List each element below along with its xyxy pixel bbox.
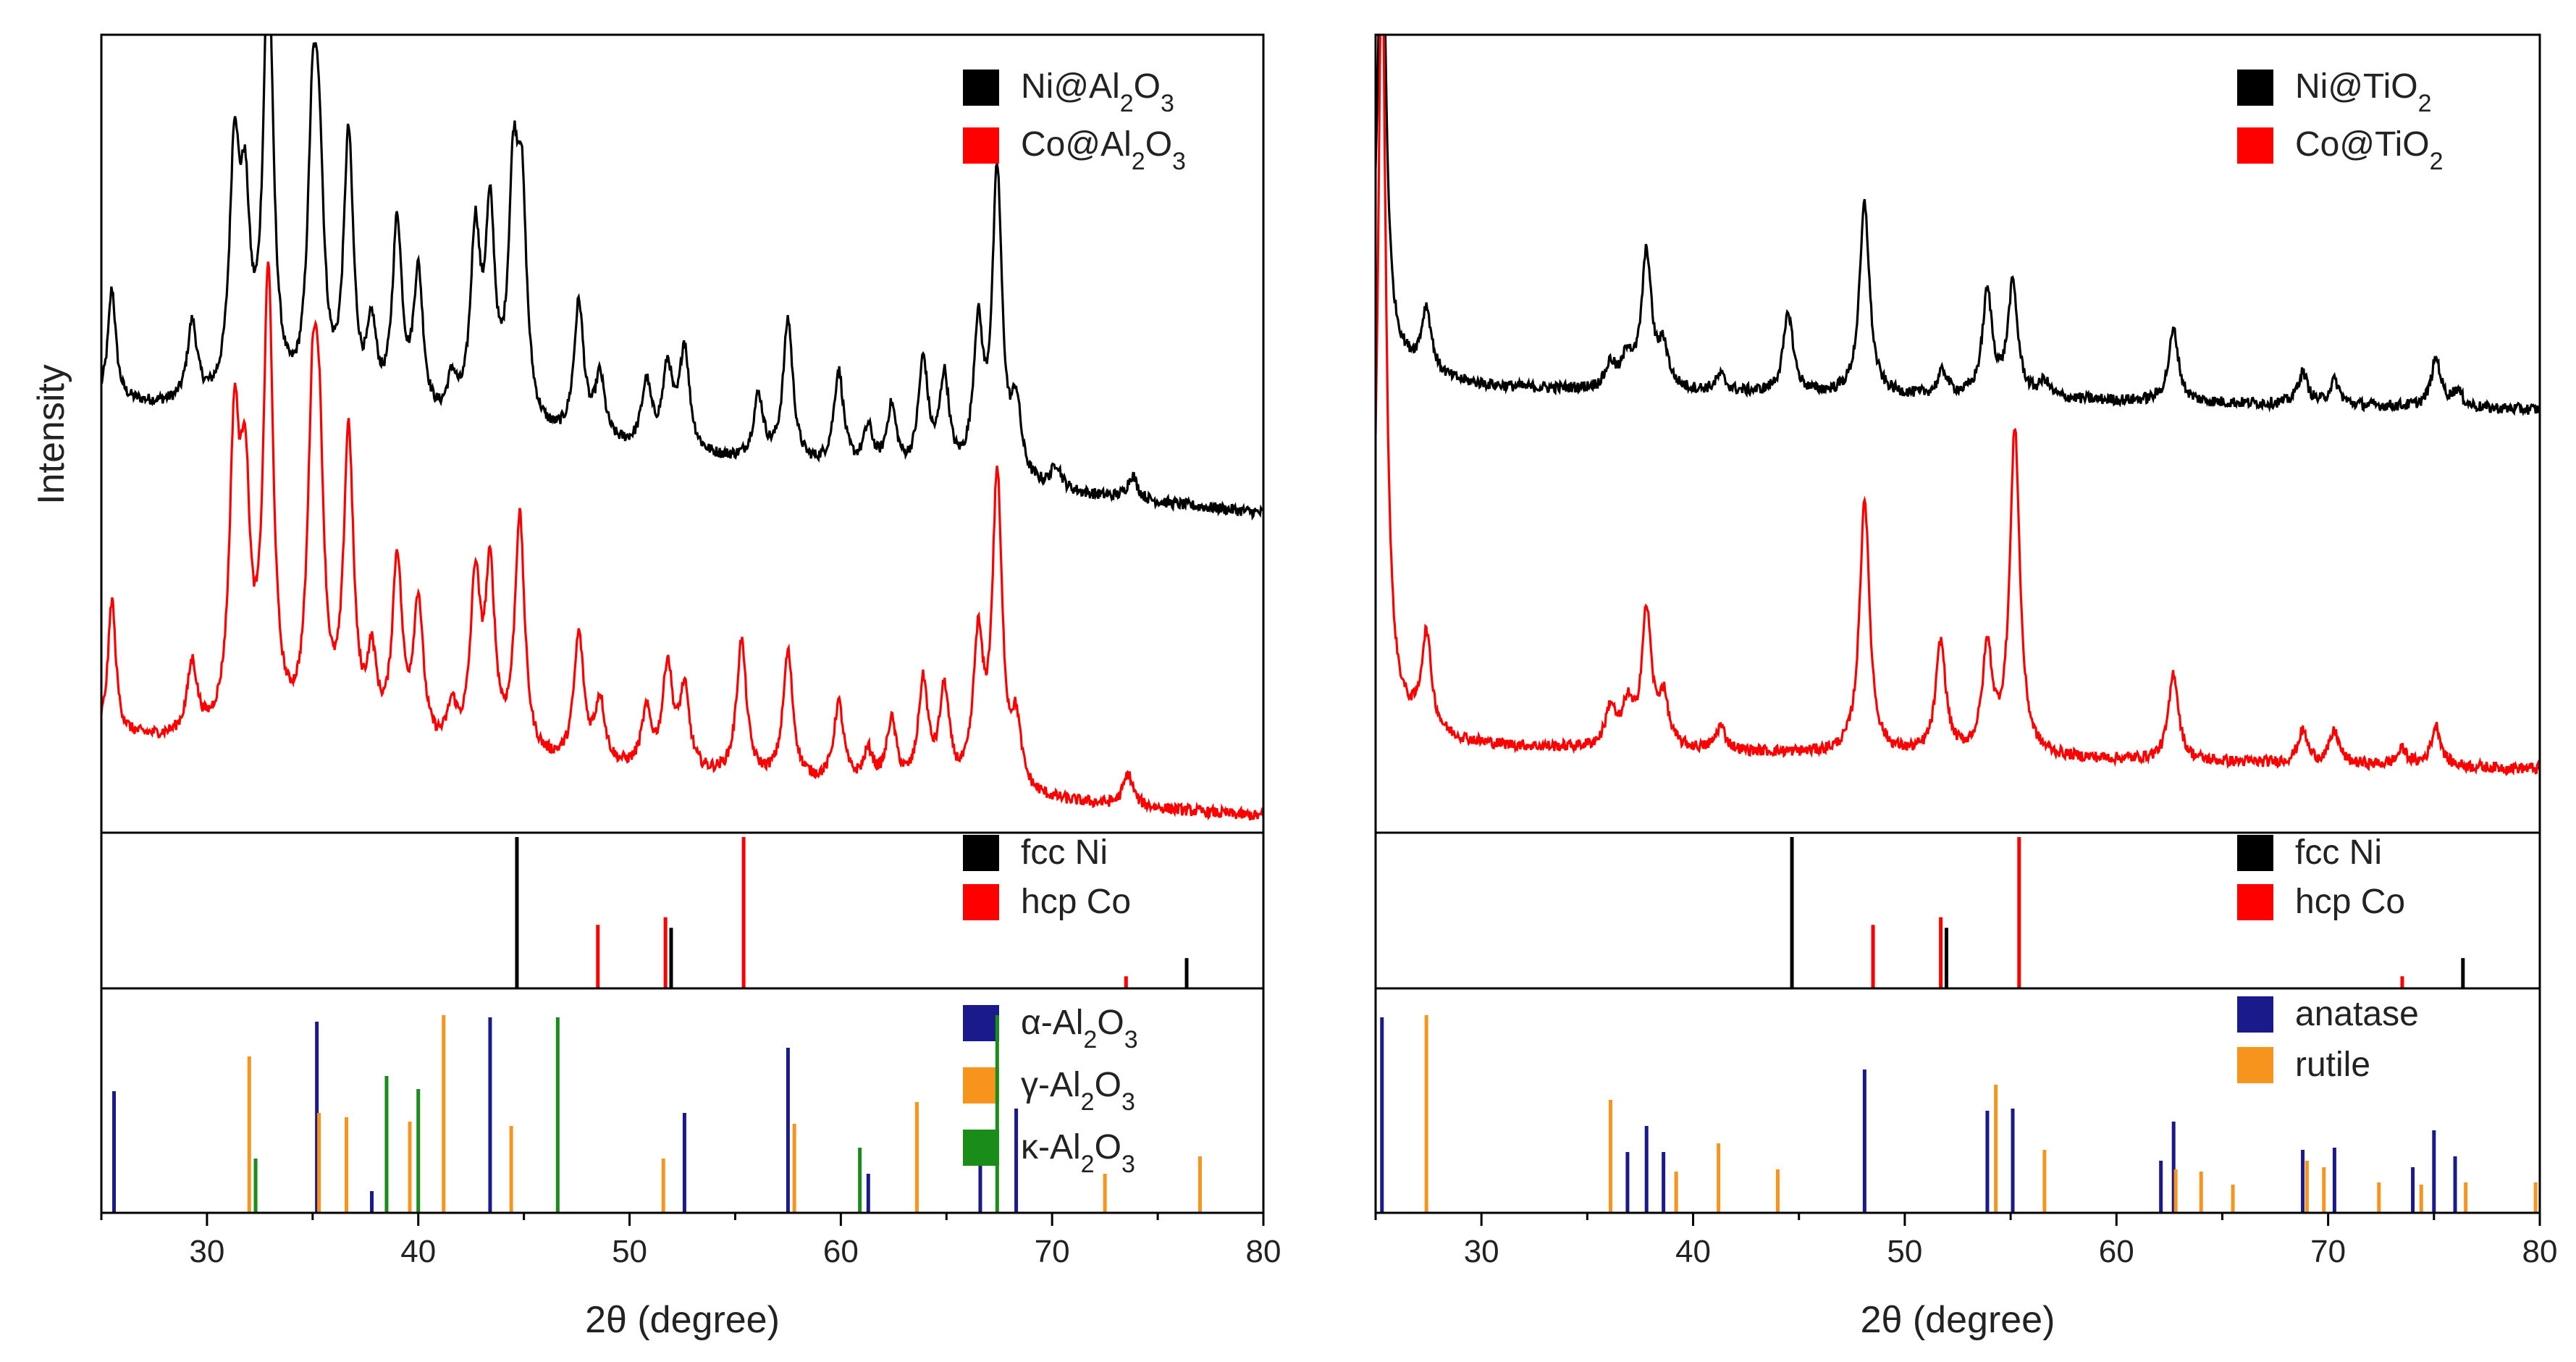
- legend-swatch-1: [963, 127, 999, 164]
- legend-label: rutile: [2295, 1046, 2370, 1084]
- legend-swatch-support-1: [963, 1067, 999, 1104]
- x-axis-label: 2θ (degree): [585, 1299, 780, 1341]
- x-tick-label: 80: [1246, 1234, 1281, 1269]
- x-tick-label: 30: [189, 1234, 224, 1269]
- legend-label: Co@Al2O3: [1021, 125, 1186, 175]
- x-tick-label: 60: [2099, 1234, 2134, 1269]
- series-line-1: [101, 261, 1263, 821]
- legend-swatch-metal-0: [963, 835, 999, 871]
- legend-swatch-metal-0: [2237, 835, 2273, 871]
- x-tick-label: 70: [1035, 1234, 1070, 1269]
- legend-swatch-support-1: [2237, 1047, 2273, 1083]
- x-tick-label: 50: [612, 1234, 647, 1269]
- legend-swatch-support-0: [2237, 996, 2273, 1033]
- series-line-0: [101, 35, 1263, 521]
- legend-label: anatase: [2295, 995, 2419, 1033]
- x-tick-label: 60: [823, 1234, 859, 1269]
- x-tick-label: 40: [1675, 1234, 1711, 1269]
- legend-label: Ni@Al2O3: [1021, 67, 1174, 117]
- series-line-0: [1376, 35, 2540, 416]
- legend-label: hcp Co: [1021, 883, 1131, 921]
- legend-swatch-metal-1: [2237, 884, 2273, 920]
- y-axis-label: Intensity: [30, 364, 72, 505]
- legend-swatch-1: [2237, 127, 2273, 164]
- legend-label: Co@TiO2: [2295, 125, 2444, 175]
- x-tick-label: 70: [2310, 1234, 2346, 1269]
- legend-label: γ-Al2O3: [1021, 1066, 1135, 1116]
- plot-frame: [1374, 33, 2541, 1214]
- x-tick-label: 50: [1887, 1234, 1922, 1269]
- legend-swatch-0: [963, 70, 999, 106]
- legend-swatch-metal-1: [963, 884, 999, 920]
- legend-label: fcc Ni: [2295, 833, 2382, 872]
- legend-swatch-0: [2237, 70, 2273, 106]
- panel-right: Ni@TiO2 Co@TiO2 fcc Ni hcp Co anatase rutile 3…: [1374, 33, 2558, 1341]
- x-tick-label: 40: [400, 1234, 436, 1269]
- legend-label: Ni@TiO2: [2295, 67, 2432, 117]
- x-tick-label: 80: [2522, 1234, 2558, 1269]
- x-axis-label: 2θ (degree): [1861, 1299, 2055, 1341]
- legend-swatch-support-2: [963, 1130, 999, 1166]
- plot-frame: [100, 33, 1265, 1214]
- legend-swatch-support-0: [963, 1005, 999, 1041]
- legend-label: κ-Al2O3: [1021, 1128, 1135, 1178]
- x-tick-label: 30: [1464, 1234, 1499, 1269]
- panel-left: Ni@Al2O3 Co@Al2O3 fcc Ni hcp Co α-Al2O3 γ-Al2…: [100, 33, 1281, 1341]
- series-line-1: [1376, 35, 2540, 777]
- legend-label: hcp Co: [2295, 883, 2405, 921]
- legend-label: fcc Ni: [1021, 833, 1108, 872]
- legend-label: α-Al2O3: [1021, 1004, 1138, 1054]
